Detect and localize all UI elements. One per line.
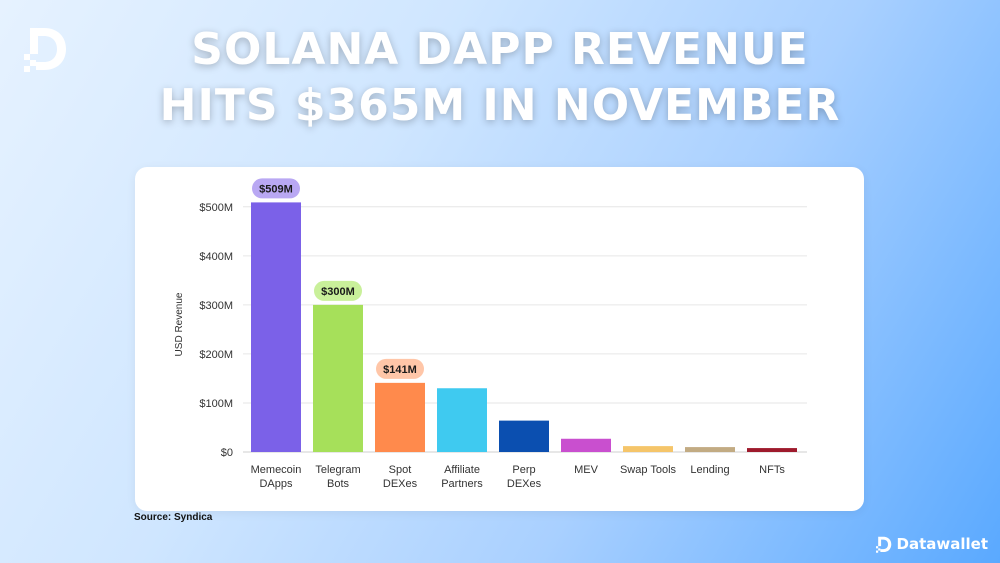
source-note: Source: Syndica — [134, 512, 213, 523]
x-tick-label: Swap Tools — [620, 464, 677, 476]
y-tick-label: $100M — [199, 398, 233, 410]
bar — [251, 202, 301, 452]
datawallet-d-icon — [875, 536, 891, 553]
bar — [747, 448, 797, 452]
x-tick-label: Bots — [327, 478, 350, 490]
y-tick-label: $500M — [199, 202, 233, 214]
x-tick-label: Perp — [512, 464, 535, 476]
x-tick-label: Affiliate — [444, 464, 480, 476]
y-tick-label: $0 — [221, 447, 233, 459]
y-axis-label: USD Revenue — [174, 292, 185, 356]
data-label-pill — [252, 178, 300, 199]
y-tick-label: $400M — [199, 251, 233, 263]
bar — [499, 420, 549, 452]
x-tick-label: DEXes — [383, 478, 418, 490]
title-line-1: SOLANA DAPP REVENUE — [191, 24, 809, 75]
page-title: SOLANA DAPP REVENUE HITS $365M IN NOVEMB… — [0, 22, 1000, 134]
x-tick-label: Spot — [389, 464, 412, 476]
data-label-pill — [314, 280, 362, 301]
chart-card: $0 $100M $200M $300M $400M $500M USD Revenue Me… — [135, 167, 864, 511]
bar — [623, 446, 673, 452]
datawallet-logo-icon — [24, 28, 66, 72]
brand-name: Datawallet — [896, 535, 988, 553]
data-label: $300M — [321, 286, 355, 298]
bar-chart: $0 $100M $200M $300M $400M $500M USD Revenue Me… — [174, 178, 807, 490]
bar — [685, 447, 735, 452]
brand-watermark: Datawallet — [875, 535, 988, 553]
data-label: $141M — [383, 364, 417, 376]
y-tick-label: $200M — [199, 349, 233, 361]
x-tick-label: DEXes — [507, 478, 542, 490]
bar — [561, 438, 611, 452]
bar — [375, 382, 425, 452]
x-tick-label: Partners — [441, 478, 483, 490]
x-tick-label: Lending — [690, 464, 729, 476]
x-tick-label: DApps — [259, 478, 293, 490]
data-label: $509M — [259, 183, 293, 195]
x-tick-label: Memecoin — [251, 464, 302, 476]
bar — [437, 388, 487, 452]
bar — [313, 304, 363, 452]
title-line-2: HITS $365M IN NOVEMBER — [159, 80, 841, 131]
x-tick-label: MEV — [574, 464, 599, 476]
x-tick-label: Telegram — [315, 464, 360, 476]
data-label-pill — [376, 358, 424, 379]
y-tick-label: $300M — [199, 300, 233, 312]
x-tick-label: NFTs — [759, 464, 785, 476]
